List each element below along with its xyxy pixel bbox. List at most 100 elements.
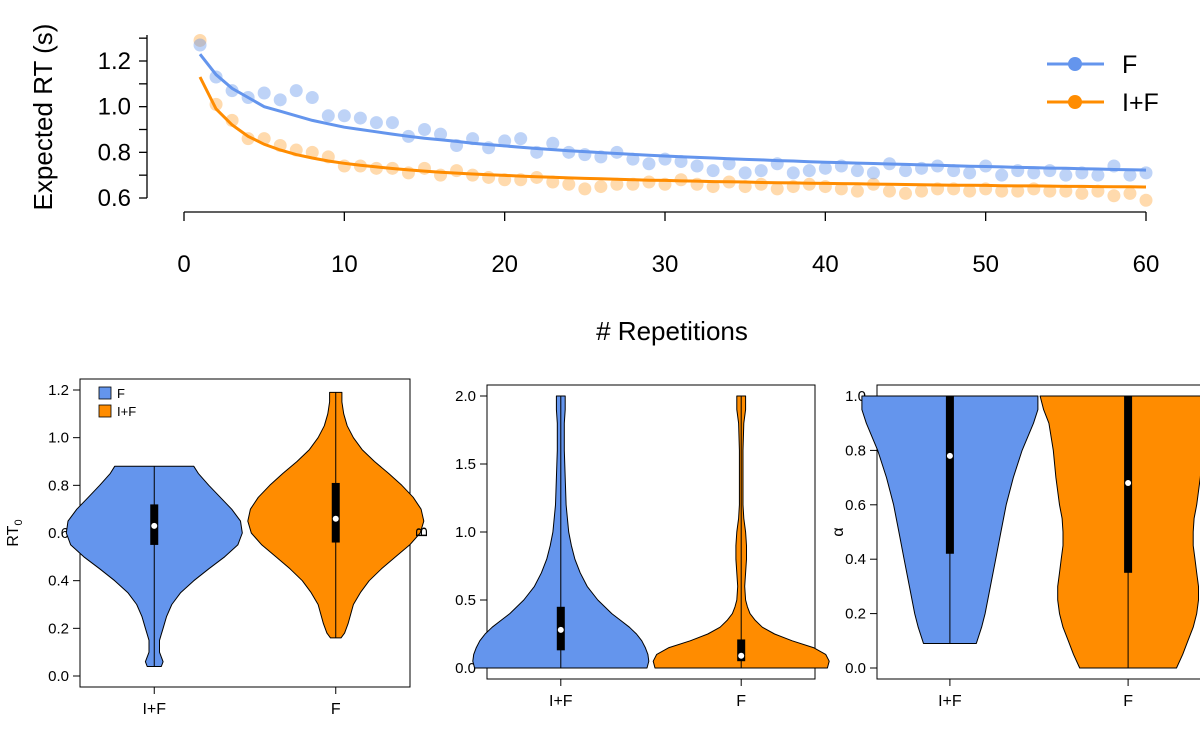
y-tick-label: 2.0 <box>455 388 476 405</box>
violin-if <box>65 465 243 667</box>
violin-f <box>652 395 830 669</box>
data-point <box>899 164 912 178</box>
data-point <box>594 180 608 194</box>
data-point <box>915 184 929 198</box>
data-point <box>337 109 351 123</box>
data-point <box>1043 164 1057 178</box>
y-axis-title: RT0 <box>5 519 25 546</box>
y-axis-title-subscript: 0 <box>13 519 25 525</box>
data-point <box>866 166 880 180</box>
y-tick-label: 0.8 <box>845 442 866 459</box>
fit-line-if <box>198 76 1147 189</box>
data-point <box>1075 186 1089 200</box>
data-point <box>418 123 431 136</box>
data-point <box>273 93 287 107</box>
data-point <box>193 33 207 47</box>
legend-label: F <box>1122 51 1137 79</box>
x-tick-label: 60 <box>1133 251 1160 278</box>
y-tick-label: 0.8 <box>98 139 131 166</box>
legend: F I+F <box>98 386 136 419</box>
data-point <box>850 164 864 178</box>
data-point <box>1091 168 1105 182</box>
x-tick-label: I+F <box>142 701 166 718</box>
data-point <box>706 180 720 194</box>
b-violin-plot: 0.0 0.5 1.0 1.5 2.0 I+F F B <box>414 384 830 710</box>
rt-over-repetitions-plot: 0 10 20 30 40 50 60 0.6 0.8 1.0 1.2 Expected RT (s)… <box>28 24 1159 346</box>
y-tick-label: 0.6 <box>98 185 131 212</box>
data-point <box>834 182 848 196</box>
data-point <box>722 157 736 171</box>
x-tick-label: F <box>1123 693 1133 710</box>
data-point <box>818 161 832 175</box>
legend: F I+F <box>1047 51 1159 117</box>
data-point <box>546 136 560 150</box>
y-tick-label: 1.2 <box>48 382 69 399</box>
data-point <box>882 184 896 198</box>
data-point <box>642 157 656 171</box>
legend-marker <box>1068 57 1082 71</box>
data-point <box>1123 186 1137 200</box>
data-point <box>434 127 448 141</box>
x-tick-label: 30 <box>652 251 679 278</box>
x-tick-label: F <box>736 693 746 710</box>
data-point <box>754 164 768 178</box>
legend-label: F <box>117 386 125 401</box>
data-point <box>963 166 977 180</box>
x-tick-label: 0 <box>177 251 190 278</box>
y-tick-label: 1.0 <box>98 94 131 121</box>
median-dot <box>151 522 158 529</box>
violin-if <box>472 395 650 669</box>
data-point <box>610 177 624 191</box>
data-point <box>193 38 207 52</box>
fit-line-f <box>198 53 1147 172</box>
legend-swatch <box>98 386 112 400</box>
median-dot <box>557 626 564 633</box>
data-point <box>786 166 800 180</box>
data-point <box>369 116 383 130</box>
data-point <box>642 175 656 189</box>
y-axis-title: α <box>830 527 847 536</box>
data-point <box>562 177 576 191</box>
data-point <box>770 182 784 196</box>
y-tick-label: 0.6 <box>48 525 69 542</box>
iqr-box <box>945 396 954 554</box>
median-dot <box>1125 480 1132 487</box>
data-point <box>450 164 464 178</box>
x-tick-label: I+F <box>938 693 962 710</box>
data-point <box>305 145 319 159</box>
median-dot <box>332 515 339 522</box>
y-axis-title: Expected RT (s) <box>28 24 58 211</box>
y-axis-title-text: B <box>414 527 431 538</box>
data-point <box>1107 189 1121 203</box>
data-point <box>289 84 303 98</box>
iqr-box <box>331 482 340 543</box>
alpha-violin-plot: 0.0 0.2 0.4 0.6 0.8 1.0 I+F Fα <box>830 384 1200 710</box>
data-point <box>899 186 912 200</box>
data-point <box>1123 168 1137 182</box>
data-point <box>1139 166 1153 180</box>
y-tick-label: 0.2 <box>48 620 69 637</box>
x-tick-label: 40 <box>812 251 839 278</box>
x-tick-label: I+F <box>549 693 573 710</box>
y-tick-label: 1.0 <box>455 524 476 541</box>
y-tick-label: 0.8 <box>48 477 69 494</box>
median-dot <box>738 652 745 659</box>
data-point <box>963 184 977 198</box>
legend-label: I+F <box>117 404 136 419</box>
iqr-box <box>737 639 746 662</box>
data-point <box>802 164 816 178</box>
y-tick-label: 1.2 <box>98 48 131 75</box>
y-tick-label: 1.0 <box>845 388 866 405</box>
legend-swatch <box>98 404 112 418</box>
data-point <box>209 70 223 84</box>
violin-body <box>1039 395 1200 669</box>
data-point <box>754 177 768 191</box>
y-axis-title: B <box>414 527 431 538</box>
data-point <box>353 111 367 125</box>
data-point <box>995 184 1009 198</box>
y-tick-label: 0.4 <box>845 551 866 568</box>
legend-label: I+F <box>1122 89 1159 117</box>
y-tick-label: 0.6 <box>845 497 866 514</box>
data-point <box>578 182 592 196</box>
